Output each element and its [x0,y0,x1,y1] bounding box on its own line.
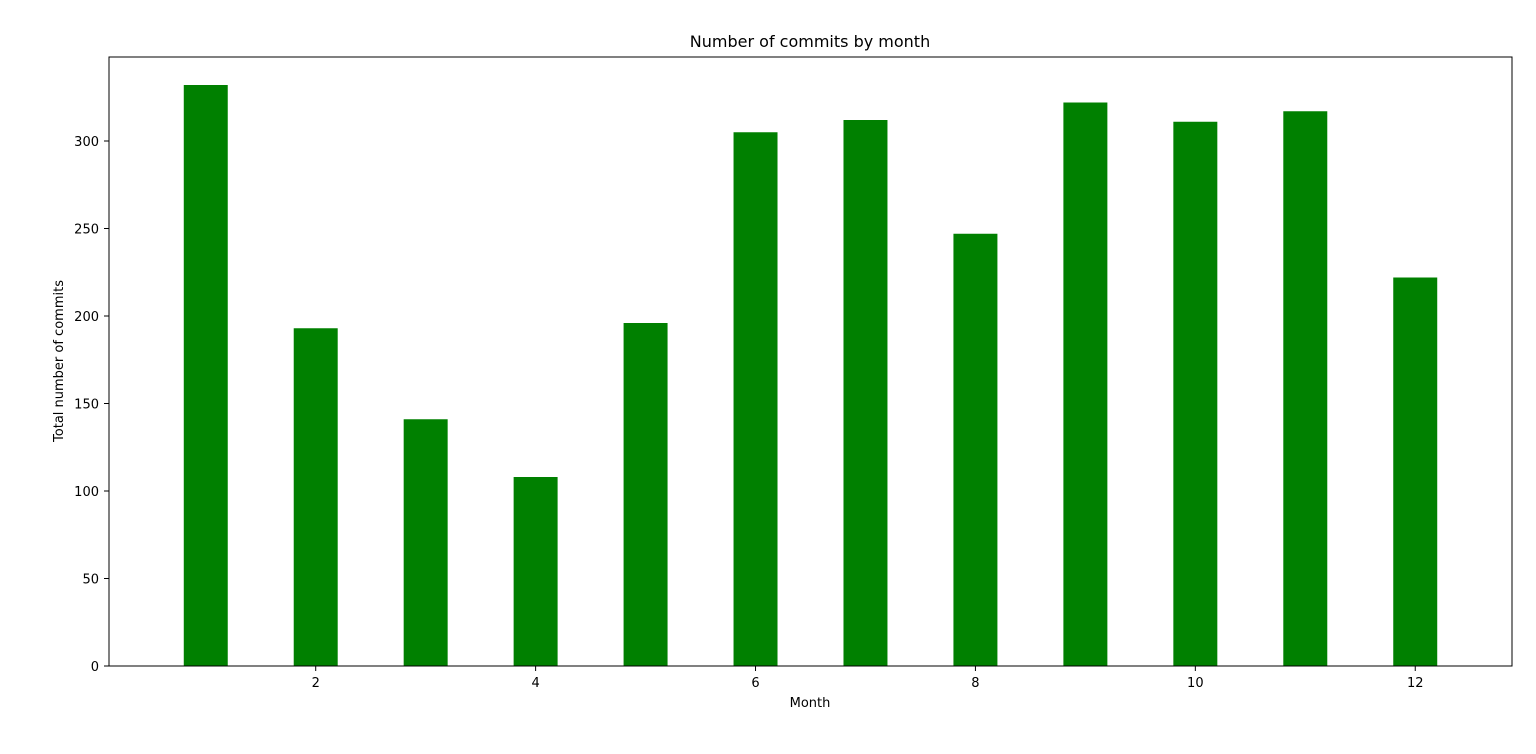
x-tick-label: 6 [751,676,759,691]
bar-month-4 [513,477,558,666]
bar-month-5 [623,323,668,666]
y-axis-label: Total number of commits [52,280,67,443]
chart-title: Number of commits by month [690,32,930,51]
bar-month-1 [183,85,228,666]
x-tick-label: 12 [1407,676,1424,691]
y-tick-label: 300 [74,135,99,150]
y-tick-label: 0 [91,660,99,675]
bar-month-3 [403,419,448,666]
bars-group [183,85,1438,666]
x-axis-ticks: 2 4 6 8 10 12 [312,666,1424,691]
bar-month-8 [953,233,998,666]
bar-month-6 [733,132,778,666]
bar-month-9 [1063,102,1108,666]
y-tick-label: 250 [74,223,99,238]
x-tick-label: 10 [1187,676,1204,691]
y-axis-ticks: 0 50 100 150 200 250 300 [74,135,109,675]
x-tick-label: 8 [971,676,979,691]
x-tick-label: 2 [312,676,320,691]
plot-frame [108,56,1513,667]
bar-month-2 [293,328,338,666]
y-tick-label: 150 [74,398,99,413]
y-tick-label: 50 [82,573,99,588]
x-tick-label: 4 [531,676,539,691]
bar-month-11 [1283,111,1328,666]
bar-month-7 [843,120,888,666]
bar-month-10 [1173,121,1218,666]
y-tick-label: 200 [74,310,99,325]
bar-month-12 [1393,277,1438,666]
y-tick-label: 100 [74,485,99,500]
x-axis-label: Month [790,696,831,711]
